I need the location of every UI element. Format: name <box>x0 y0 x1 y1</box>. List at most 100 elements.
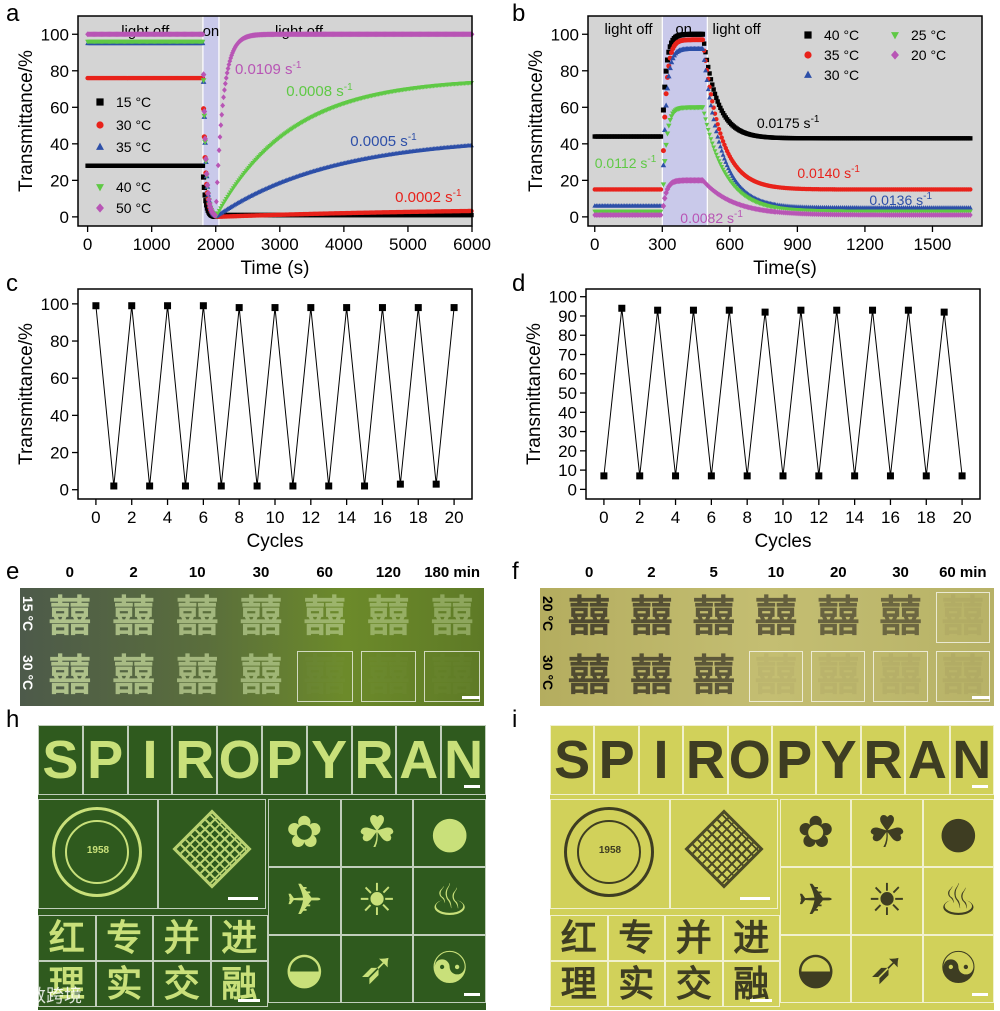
double-happiness-glyph: 囍 <box>239 651 283 701</box>
symbol-tile <box>922 799 994 867</box>
symbol-tile <box>780 867 852 935</box>
spiropyran-letter: N <box>952 730 992 790</box>
spiropyran-letter: R <box>175 730 215 790</box>
spiropyran-letter: A <box>399 730 439 790</box>
temperature-row-label: 30 °C <box>20 655 36 691</box>
y-tick-label: 10 <box>558 461 577 480</box>
symbol-tile <box>851 799 923 867</box>
data-point <box>253 482 261 490</box>
data-point <box>668 59 675 65</box>
chinese-character: 融 <box>221 963 258 1005</box>
rate-annotation: 0.0175 s-1 <box>757 114 820 131</box>
double-happiness-glyph: 囍 <box>879 592 922 642</box>
data-point <box>164 302 172 310</box>
temperature-row-label: 20 °C <box>540 596 556 632</box>
scale-bar <box>238 999 260 1002</box>
data-point <box>618 304 626 312</box>
data-point <box>361 482 369 490</box>
chinese-character: 红 <box>48 917 85 959</box>
plot-frame <box>587 15 983 227</box>
y-tick-label: 90 <box>558 307 577 326</box>
data-point <box>705 127 711 133</box>
data-point <box>307 304 315 312</box>
data-point <box>715 122 720 127</box>
knot-tile <box>158 799 266 909</box>
data-point <box>716 139 722 144</box>
double-happiness-glyph: 囍 <box>361 649 417 704</box>
data-point <box>714 95 719 101</box>
time-header: 0 <box>584 564 594 581</box>
y-tick-label: 20 <box>558 442 577 461</box>
data-point <box>716 126 722 132</box>
x-axis-label: Time(s) <box>753 258 817 279</box>
rate-annotation: 0.0002 s-1 <box>395 188 462 206</box>
data-point <box>201 108 208 115</box>
data-point <box>672 472 680 480</box>
y-tick-label: 60 <box>50 98 69 117</box>
character-tile <box>210 915 268 961</box>
data-point <box>146 482 154 490</box>
university-seal <box>564 807 654 897</box>
faded-tile-frame <box>424 651 480 702</box>
panel-label-e: e <box>6 558 20 585</box>
data-point <box>717 143 723 149</box>
symbol-glyph: ● <box>939 807 978 858</box>
data-point <box>718 131 723 136</box>
data-point <box>200 39 206 45</box>
chinese-character: 融 <box>733 963 770 1005</box>
time-header: 20 <box>829 564 847 581</box>
data-point <box>707 71 712 76</box>
y-tick-label: 0 <box>60 481 69 500</box>
data-point <box>667 65 673 71</box>
spiropyran-letter: N <box>444 730 484 790</box>
legend-a: 15 °C 30 °C 35 °C 40 °C 50 °C <box>96 94 151 216</box>
data-point <box>708 137 714 142</box>
region-label-off-1: light off <box>121 23 170 40</box>
seal-year: 1958 <box>86 845 110 856</box>
x-tick-label: 0 <box>91 508 100 527</box>
data-point <box>720 139 726 144</box>
panel-label-i: i <box>512 706 518 733</box>
data-point <box>654 306 662 314</box>
spiropyran-letter: P <box>87 730 124 790</box>
x-axis-label: Time (s) <box>241 258 310 279</box>
data-point <box>663 142 669 148</box>
data-point <box>220 102 226 109</box>
double-happiness-glyph: 囍 <box>303 592 346 642</box>
data-point <box>667 44 673 50</box>
data-point <box>699 105 706 111</box>
data-point <box>904 306 912 314</box>
double-happiness-glyph: 囍 <box>817 651 860 701</box>
legend-marker <box>804 51 812 59</box>
spiropyran-letter: O <box>728 730 771 790</box>
data-point <box>221 94 226 101</box>
symbol-tile <box>780 799 852 867</box>
x-tick-label: 1200 <box>846 235 884 254</box>
y-tick-label: 40 <box>560 135 579 154</box>
time-header: 10 <box>188 564 206 581</box>
data-point <box>378 304 386 312</box>
y-axis-label: Transmittance/% <box>524 323 545 465</box>
data-point <box>706 64 711 70</box>
symbol-tile <box>413 867 486 935</box>
data-point <box>722 156 727 161</box>
spiropyran-letter: R <box>685 730 725 790</box>
data-point <box>707 472 715 480</box>
character-tile <box>607 961 665 1007</box>
data-point <box>658 134 664 139</box>
data-point <box>708 77 714 82</box>
data-point <box>720 110 726 116</box>
legend-marker <box>96 98 104 106</box>
data-point <box>660 148 666 154</box>
legend-label: 40 °C <box>116 179 151 195</box>
data-point <box>707 132 712 138</box>
data-point <box>715 134 721 139</box>
x-tick-label: 2 <box>127 508 136 527</box>
symbol-glyph: ☀ <box>357 875 397 926</box>
series-40C <box>85 39 474 219</box>
symbol-glyph: ✿ <box>285 807 323 858</box>
data-point <box>717 162 723 167</box>
rate-annotation: 0.0112 s-1 <box>595 154 657 171</box>
data-point <box>222 80 228 87</box>
